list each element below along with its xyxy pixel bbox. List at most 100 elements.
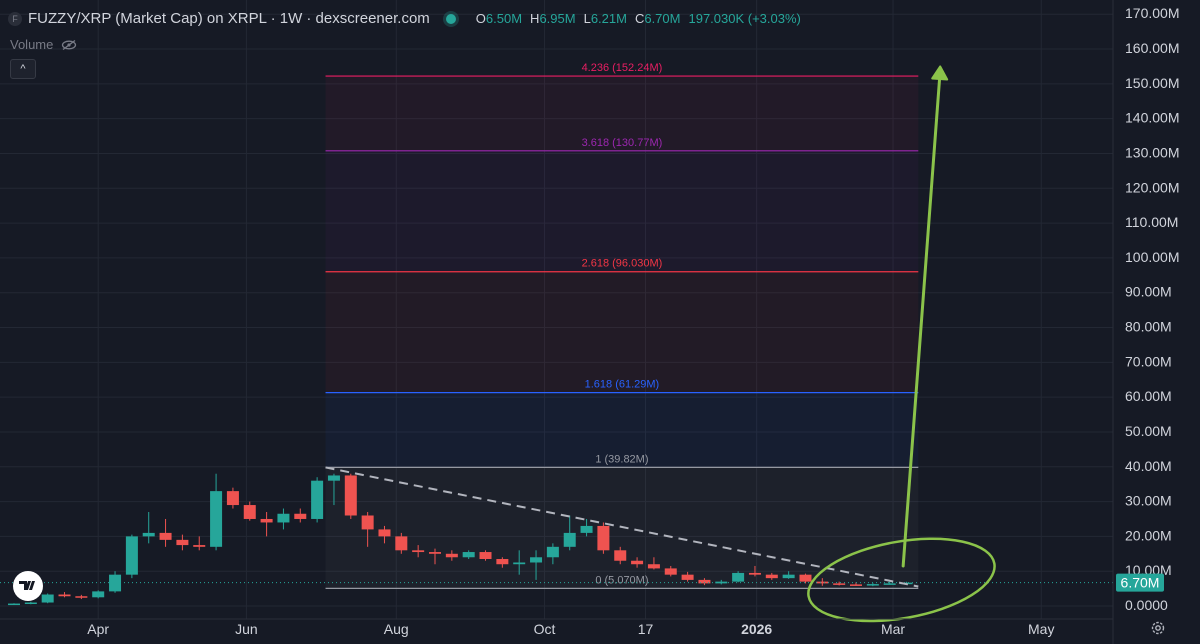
fib-zone [325, 392, 919, 468]
y-tick-label: 70.00M [1125, 353, 1172, 369]
candle-body [445, 553, 458, 558]
time-axis: Apr Jun Aug Oct 17 2026 Mar May [0, 618, 1113, 637]
y-tick-label: 110.00M [1125, 214, 1178, 230]
candle-body [513, 562, 526, 565]
candle-body [260, 518, 273, 523]
candle-body [883, 583, 896, 585]
x-tick-label: 17 [638, 621, 654, 637]
candle-body [462, 552, 475, 558]
status-dot-icon [445, 13, 456, 24]
candle-body [631, 560, 644, 565]
x-tick-label: Aug [384, 621, 409, 637]
candle-body [109, 574, 122, 592]
candle-body [816, 581, 829, 584]
candle-body [597, 525, 610, 551]
drawings [0, 65, 1113, 623]
candle-body [75, 596, 88, 598]
x-tick-label: Oct [534, 621, 556, 637]
settings-gear-icon[interactable] [1150, 620, 1166, 636]
candle-body [125, 536, 138, 575]
y-tick-label: 140.00M [1125, 110, 1179, 126]
x-tick-label: 2026 [741, 621, 772, 637]
candle-body [24, 602, 37, 605]
candle-body [176, 539, 189, 546]
fib-level-label: 1.618 (61.29M) [585, 379, 660, 391]
volume-label: Volume [10, 37, 54, 52]
candle-body [580, 525, 593, 533]
candle-body [294, 513, 307, 519]
candle-body [361, 515, 374, 530]
y-tick-label: 30.00M [1125, 493, 1172, 509]
candle-body [311, 480, 324, 519]
candle-body [277, 513, 290, 523]
y-tick-label: 80.00M [1125, 319, 1172, 335]
y-tick-label: 150.00M [1125, 75, 1179, 91]
y-tick-label: 60.00M [1125, 388, 1172, 404]
fib-zone [325, 150, 919, 272]
candle-body [412, 550, 425, 553]
candle-body [226, 491, 239, 506]
candle-body [344, 475, 357, 516]
candle-body [732, 572, 745, 582]
candle-body [496, 559, 509, 565]
symbol-title[interactable]: FUZZY/XRP (Market Cap) on XRPL · 1W · de… [28, 10, 430, 27]
y-tick-label: 120.00M [1125, 179, 1179, 195]
candle-body [866, 584, 879, 586]
candle-body [193, 545, 206, 547]
chart-header: F FUZZY/XRP (Market Cap) on XRPL · 1W · … [8, 10, 801, 27]
candle-body [681, 574, 694, 580]
candle-body [41, 594, 54, 603]
y-tick-label: 40.00M [1125, 458, 1172, 474]
fib-zone [325, 76, 919, 151]
candle-body [782, 574, 795, 579]
fib-level-label: 0 (5.070M) [595, 574, 648, 586]
candle-body [850, 584, 862, 586]
last-price-label: 6.70M [1121, 575, 1160, 591]
fib-level-label: 4.236 (152.24M) [582, 62, 663, 74]
up-arrow-head [931, 65, 949, 81]
up-arrow-line [901, 68, 942, 568]
candle-body [546, 546, 559, 558]
y-tick-label: 0.0000 [1125, 597, 1168, 613]
volume-legend: Volume [10, 37, 77, 52]
candle-body [647, 564, 660, 569]
y-tick-label: 130.00M [1125, 144, 1179, 160]
candle-body [530, 557, 543, 563]
last-price-tag [1116, 573, 1164, 592]
candle-body [479, 552, 492, 560]
candle-body [765, 574, 778, 579]
candle-body [664, 568, 677, 575]
fib-level-label: 3.618 (130.77M) [582, 137, 663, 149]
candle-body [395, 536, 408, 551]
y-tick-label: 50.00M [1125, 423, 1172, 439]
candle-body [614, 550, 627, 561]
candle-body [142, 532, 155, 537]
candle-body [210, 491, 223, 547]
ohlc-values: O6.50M H6.95M L6.21M C6.70M 197.030K (+3… [475, 11, 801, 26]
candle-body [58, 594, 71, 597]
y-tick-label: 20.00M [1125, 527, 1172, 543]
collapse-button[interactable]: ^ [10, 59, 36, 79]
fib-level-label: 2.618 (96.030M) [582, 258, 663, 270]
price-axis: 0.000010.00M20.00M30.00M40.00M50.00M60.0… [1112, 0, 1179, 644]
fib-level-label: 1 (39.82M) [595, 453, 648, 465]
y-tick-label: 100.00M [1125, 249, 1179, 265]
candle-body [92, 591, 105, 598]
x-tick-label: Mar [881, 621, 905, 637]
candle-body [8, 603, 20, 606]
fib-zone [325, 271, 919, 393]
highlight-ellipse [807, 537, 996, 623]
candle-body [799, 574, 812, 582]
eye-hidden-icon[interactable] [61, 39, 77, 50]
candle-body [429, 552, 441, 554]
candle-body [698, 579, 711, 584]
y-tick-label: 160.00M [1125, 40, 1179, 56]
candle-body [243, 505, 256, 519]
x-tick-label: Jun [235, 621, 258, 637]
tradingview-logo-mark [19, 581, 35, 590]
candle-body [563, 532, 576, 547]
candle-body [833, 583, 846, 585]
y-tick-label: 90.00M [1125, 284, 1172, 300]
x-tick-label: May [1028, 621, 1054, 637]
